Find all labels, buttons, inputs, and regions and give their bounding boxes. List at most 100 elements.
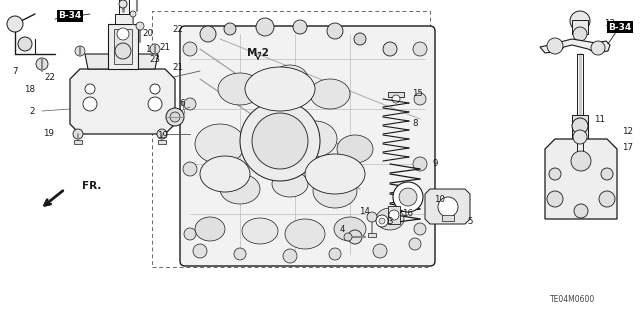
Text: 16: 16 (403, 210, 413, 219)
Bar (119, 0, 129, 14)
Ellipse shape (334, 217, 366, 241)
Ellipse shape (184, 98, 196, 110)
Ellipse shape (183, 42, 197, 56)
Ellipse shape (242, 218, 278, 244)
Ellipse shape (293, 20, 307, 34)
Text: 11: 11 (595, 115, 605, 123)
Ellipse shape (170, 112, 180, 122)
Ellipse shape (337, 135, 373, 163)
Ellipse shape (570, 11, 590, 31)
Text: 18: 18 (24, 85, 35, 93)
Text: TE04M0600: TE04M0600 (550, 295, 595, 304)
Ellipse shape (36, 58, 48, 70)
Bar (108, 24, 138, 69)
Ellipse shape (83, 97, 97, 111)
Ellipse shape (136, 22, 144, 30)
Ellipse shape (414, 223, 426, 235)
Ellipse shape (293, 121, 337, 157)
Text: 21: 21 (173, 63, 184, 71)
Text: 19: 19 (43, 130, 53, 138)
Ellipse shape (115, 43, 131, 59)
Text: 7: 7 (12, 66, 18, 76)
Bar (368, 233, 376, 237)
Ellipse shape (250, 118, 290, 150)
Text: 5: 5 (467, 217, 473, 226)
Ellipse shape (195, 124, 245, 164)
Ellipse shape (549, 168, 561, 180)
Bar (442, 215, 454, 221)
Text: M-2: M-2 (247, 48, 269, 58)
Ellipse shape (272, 65, 308, 93)
FancyBboxPatch shape (180, 26, 435, 266)
Ellipse shape (389, 210, 399, 220)
Ellipse shape (150, 84, 160, 94)
Text: B-34: B-34 (609, 23, 632, 32)
Text: 12: 12 (623, 127, 634, 136)
Ellipse shape (571, 151, 591, 171)
Polygon shape (425, 189, 470, 224)
Ellipse shape (218, 73, 262, 105)
Bar (158, 140, 166, 144)
Ellipse shape (73, 129, 83, 139)
Text: B-34: B-34 (58, 11, 82, 20)
Bar (388, 206, 400, 224)
Text: 13: 13 (605, 19, 616, 28)
Polygon shape (540, 39, 610, 53)
Text: FR.: FR. (82, 181, 101, 191)
Text: 1: 1 (145, 44, 151, 54)
Text: 22: 22 (45, 72, 56, 81)
Ellipse shape (75, 46, 85, 56)
Bar (115, 14, 133, 24)
Text: 19: 19 (157, 131, 168, 140)
Text: 8: 8 (412, 120, 418, 129)
Ellipse shape (414, 93, 426, 105)
Ellipse shape (573, 27, 587, 41)
Bar (152, 11, 430, 267)
Bar (572, 127, 588, 143)
Ellipse shape (373, 244, 387, 258)
Ellipse shape (574, 204, 588, 218)
Ellipse shape (200, 156, 250, 192)
Ellipse shape (348, 230, 362, 244)
Ellipse shape (310, 79, 350, 109)
Bar (74, 140, 82, 144)
Ellipse shape (413, 42, 427, 56)
Ellipse shape (379, 218, 385, 224)
Polygon shape (545, 139, 617, 219)
Ellipse shape (157, 129, 167, 139)
Ellipse shape (413, 157, 427, 171)
Ellipse shape (393, 182, 423, 212)
Ellipse shape (409, 238, 421, 250)
Bar (572, 20, 588, 34)
Ellipse shape (285, 219, 325, 249)
Ellipse shape (245, 67, 315, 111)
Text: 14: 14 (360, 206, 371, 216)
Text: 2: 2 (29, 107, 35, 115)
Ellipse shape (547, 38, 563, 54)
Text: 21: 21 (159, 42, 170, 51)
Ellipse shape (200, 26, 216, 42)
Ellipse shape (392, 95, 400, 103)
Text: 4: 4 (339, 225, 345, 234)
Ellipse shape (599, 191, 615, 207)
Polygon shape (85, 54, 158, 69)
Ellipse shape (383, 42, 397, 56)
Ellipse shape (305, 154, 365, 194)
Ellipse shape (272, 171, 308, 197)
Ellipse shape (234, 248, 246, 260)
Text: 15: 15 (413, 90, 424, 99)
Ellipse shape (130, 11, 136, 17)
Bar (388, 92, 404, 97)
Ellipse shape (195, 217, 225, 241)
Text: 3: 3 (387, 217, 393, 226)
Ellipse shape (438, 197, 458, 217)
Ellipse shape (85, 84, 95, 94)
Bar (572, 115, 588, 127)
Text: 17: 17 (623, 143, 634, 152)
Polygon shape (70, 69, 175, 134)
Ellipse shape (283, 249, 297, 263)
Ellipse shape (344, 233, 352, 241)
Text: 10: 10 (435, 195, 445, 204)
Ellipse shape (367, 212, 377, 222)
Ellipse shape (547, 191, 563, 207)
